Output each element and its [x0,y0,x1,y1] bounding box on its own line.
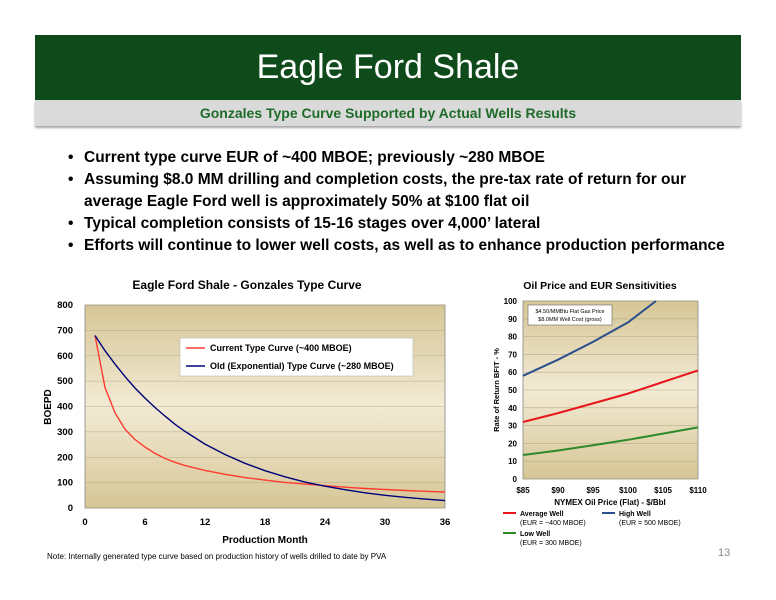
x-tick-label: $90 [551,486,565,495]
bullet-item: • Efforts will continue to lower well cos… [68,235,748,257]
series-line-0 [94,335,446,493]
legend-label-low: Low Well [520,531,550,538]
y-tick-label: 70 [508,350,517,359]
legend-box [179,337,414,377]
x-tick-label: 12 [200,517,211,528]
y-tick-label: 20 [508,439,517,448]
y-tick-label: 0 [513,475,518,484]
grid-lines [523,300,698,480]
legend-sub-low: (EUR = 300 MBOE) [520,540,582,547]
subtitle-band: Gonzales Type Curve Supported by Actual … [35,100,741,126]
x-tick-label: 36 [440,517,451,528]
y-tick-label: 400 [57,402,73,413]
series-lines [94,335,446,502]
slide-subtitle: Gonzales Type Curve Supported by Actual … [199,105,577,121]
x-tick-label: 18 [260,517,271,528]
series-line-2 [522,426,699,456]
x-tick-label: $85 [516,486,530,495]
x-tick-label: $100 [619,486,637,495]
bullet-item: • Typical completion consists of 15-16 st… [68,213,748,235]
x-tick-label: $110 [689,486,707,495]
page-number: 13 [718,547,731,559]
y-tick-label: 800 [57,300,73,311]
y-tick-label: 40 [508,404,517,413]
chart-title: Oil Price and EUR Sensitivities [523,280,677,292]
y-tick-labels: 0 10 20 30 40 50 60 70 80 90 100 [504,297,518,484]
bullet-list: • Current type curve EUR of ~400 MBOE; pr… [68,147,748,257]
y-tick-label: 30 [508,422,517,431]
series-line-1 [94,335,446,502]
sensitivity-chart: Oil Price and EUR Sensitivities 0 10 20 … [492,280,707,547]
y-tick-label: 0 [68,503,73,514]
bullet-dot: • [68,215,74,232]
type-curve-chart: Eagle Ford Shale - Gonzales Type Curve 0… [43,278,450,546]
annotation-line: $8.0MM Well Cost (gross) [538,317,602,323]
y-tick-label: 100 [504,297,518,306]
legend-label-old: Old (Exponential) Type Curve (~280 MBOE) [210,361,394,371]
bullet-item: • Current type curve EUR of ~400 MBOE; pr… [68,147,748,169]
bullet-dot: • [68,237,74,254]
bullet-text: Typical completion consists of 15-16 sta… [84,215,541,232]
title-band: Eagle Ford Shale [35,35,741,100]
x-tick-label: $95 [586,486,600,495]
legend: Current Type Curve (~400 MBOE) Old (Expo… [179,337,414,377]
series-line-1 [522,300,657,377]
legend: Average Well (EUR = ~400 MBOE) High Well… [503,511,681,547]
bullet-text: Assuming $8.0 MM drilling and completion… [84,171,686,210]
y-tick-label: 90 [508,315,517,324]
series-line-0 [522,369,699,423]
y-axis-label: Rate of Return BFIT - % [492,348,501,432]
y-tick-label: 80 [508,333,517,342]
y-axis-label: BOEPD [43,389,54,425]
legend-sub-average: (EUR = ~400 MBOE) [520,520,586,527]
bullet-text: Current type curve EUR of ~400 MBOE; pre… [84,149,545,166]
legend-label-current: Current Type Curve (~400 MBOE) [210,343,352,353]
y-tick-label: 100 [57,478,73,489]
x-tick-label: 6 [142,517,147,528]
annotation-box [527,304,613,326]
footnote: Note: Internally generated type curve ba… [47,552,387,561]
chart-annotation: $4.50/MMBtu Flat Gas Price $8.0MM Well C… [527,304,613,326]
y-tick-label: 600 [57,351,73,362]
bullet-item: • Assuming $8.0 MM drilling and completio… [68,169,748,213]
y-tick-labels: 0 100 200 300 400 500 600 700 800 [57,300,73,514]
x-axis-label: Production Month [222,535,308,546]
chart-title: Eagle Ford Shale - Gonzales Type Curve [132,278,361,292]
x-tick-label: 0 [82,517,87,528]
legend-label-average: Average Well [520,511,564,518]
x-tick-label: $105 [654,486,672,495]
bullet-dot: • [68,171,74,188]
bullet-dot: • [68,149,74,166]
y-tick-label: 200 [57,452,73,463]
x-axis-label: NYMEX Oil Price (Flat) - $/Bbl [554,498,666,507]
y-tick-label: 10 [508,457,517,466]
y-tick-label: 50 [508,386,517,395]
series-lines [522,300,699,456]
legend-sub-high: (EUR = 500 MBOE) [619,520,681,527]
x-tick-label: 24 [320,517,331,528]
y-tick-label: 300 [57,427,73,438]
y-tick-label: 60 [508,368,517,377]
x-tick-label: 30 [380,517,391,528]
annotation-line: $4.50/MMBtu Flat Gas Price [535,309,604,315]
legend-label-high: High Well [619,511,651,518]
y-tick-label: 500 [57,376,73,387]
bullet-text: Efforts will continue to lower well cost… [84,237,725,254]
x-tick-labels: 0 6 12 18 24 30 36 [82,517,450,528]
x-tick-labels: $85 $90 $95 $100 $105 $110 [516,486,707,495]
slide-title: Eagle Ford Shale [256,48,520,86]
y-tick-label: 700 [57,325,73,336]
